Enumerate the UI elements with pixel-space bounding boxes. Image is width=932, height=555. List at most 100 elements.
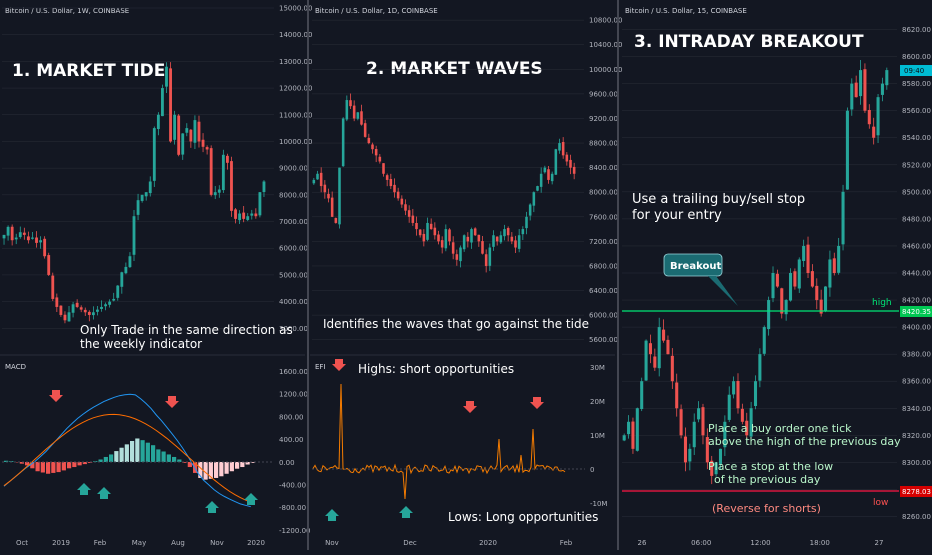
candle-body xyxy=(785,300,788,314)
efi-tick: 0 xyxy=(590,466,594,474)
candle-body xyxy=(754,381,757,406)
candle-body xyxy=(846,111,849,190)
candle-body xyxy=(525,217,528,228)
x-tick-label: 2020 xyxy=(479,539,497,547)
candle-body xyxy=(631,422,634,449)
candle-body xyxy=(806,245,809,273)
macd-bar xyxy=(135,438,139,462)
y-tick-label: 8400.00 xyxy=(902,324,931,332)
macd-bar xyxy=(230,462,234,471)
x-tick-label: 27 xyxy=(875,539,884,547)
candle-body xyxy=(185,128,188,133)
candle-body xyxy=(331,198,334,217)
reverse-note: (Reverse for shorts) xyxy=(712,502,821,515)
candle-body xyxy=(459,248,462,262)
candle-body xyxy=(837,246,840,273)
candle-body xyxy=(481,241,484,254)
candle-body xyxy=(324,185,327,193)
y-tick-label: 7600.00 xyxy=(589,213,618,221)
macd-bar xyxy=(46,462,50,474)
macd-bar xyxy=(225,462,229,474)
candle-body xyxy=(137,200,140,215)
y-tick-label: 6400.00 xyxy=(589,287,618,295)
candle-body xyxy=(133,216,136,255)
candle-body xyxy=(415,223,418,229)
high-price-value: 8420.35 xyxy=(902,308,931,316)
y-tick-label: 8540.00 xyxy=(902,134,931,142)
candle-body xyxy=(536,186,539,191)
candle-body xyxy=(671,356,674,381)
x-tick-label: Aug xyxy=(171,539,185,547)
candle-body xyxy=(653,356,656,367)
y-tick-label: 9600.00 xyxy=(589,90,618,98)
x-tick-label: 26 xyxy=(638,539,647,547)
macd-bar xyxy=(172,457,176,462)
candle-body xyxy=(551,174,554,181)
candle-body xyxy=(84,310,87,312)
candle-body xyxy=(529,205,532,216)
candle-body xyxy=(658,327,661,368)
panel1-title: 1. MARKET TIDE xyxy=(12,61,165,81)
candle-body xyxy=(88,312,91,315)
panel1-note-line1: Only Trade in the same direction as xyxy=(80,323,293,337)
candle-body xyxy=(357,112,360,118)
candle-body xyxy=(426,223,429,240)
candle-body xyxy=(11,227,14,240)
candle-body xyxy=(824,287,827,312)
macd-bar xyxy=(114,451,118,462)
candle-body xyxy=(19,232,22,237)
macd-tick: 400.00 xyxy=(279,436,304,444)
y-tick-label: 9000.00 xyxy=(279,165,308,173)
candle-body xyxy=(161,88,164,116)
candle-body xyxy=(27,236,30,240)
x-tick-label: Feb xyxy=(560,539,573,547)
candle-body xyxy=(741,409,744,422)
candle-body xyxy=(404,204,407,210)
candle-body xyxy=(767,300,770,329)
y-tick-label: 5000.00 xyxy=(279,271,308,279)
candle-body xyxy=(39,240,42,242)
macd-bar xyxy=(72,462,76,467)
candle-body xyxy=(141,195,144,201)
x-tick-label: Nov xyxy=(325,539,339,547)
macd-bar xyxy=(78,462,82,465)
stop-instruction-line2: of the previous day xyxy=(714,473,821,486)
candle-body xyxy=(776,274,779,287)
x-tick-label: 18:00 xyxy=(810,539,830,547)
candle-body xyxy=(401,199,404,205)
macd-bar xyxy=(125,444,129,462)
candle-body xyxy=(157,115,160,129)
macd-bar xyxy=(57,462,61,472)
candle-body xyxy=(445,229,448,248)
y-tick-label: 8380.00 xyxy=(902,351,931,359)
candle-body xyxy=(198,122,201,142)
candle-body xyxy=(397,192,400,199)
candle-body xyxy=(15,238,18,240)
candle-body xyxy=(507,228,510,235)
candle-body xyxy=(533,192,536,205)
highs-note: Highs: short opportunities xyxy=(358,362,514,376)
y-tick-label: 8560.00 xyxy=(902,107,931,115)
candle-body xyxy=(842,192,845,245)
candle-body xyxy=(165,67,168,87)
panel3-header: Bitcoin / U.S. Dollar, 15, COINBASE xyxy=(625,7,747,15)
candle-body xyxy=(258,192,261,215)
y-tick-label: 9200.00 xyxy=(589,115,618,123)
candle-body xyxy=(640,381,643,409)
macd-bar xyxy=(146,443,150,462)
candle-body xyxy=(448,229,451,241)
candle-body xyxy=(802,246,805,261)
candle-body xyxy=(555,149,558,175)
candle-body xyxy=(467,237,470,242)
candle-body xyxy=(470,229,473,242)
candle-body xyxy=(353,106,356,119)
y-tick-label: 8440.00 xyxy=(902,270,931,278)
panel3-note-line2: for your entry xyxy=(632,208,722,223)
candle-body xyxy=(116,286,119,298)
candle-body xyxy=(793,271,796,286)
candle-body xyxy=(210,148,213,195)
candle-body xyxy=(434,228,437,236)
macd-bar xyxy=(51,462,55,473)
candle-body xyxy=(92,312,95,315)
x-tick-label: Nov xyxy=(210,539,224,547)
